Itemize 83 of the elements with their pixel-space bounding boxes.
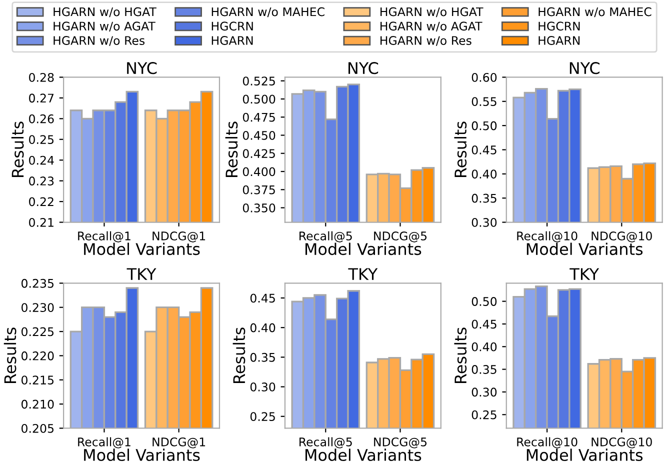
y-tick-label: 0.210 [22, 400, 54, 409]
chart-title: TKY [570, 268, 600, 280]
y-tick-label: 0.205 [22, 424, 54, 433]
y-tick-label: 0.23 [29, 176, 54, 186]
y-tick-label: 0.500 [242, 94, 276, 104]
legend-label: HGARN w/o MAHEC [212, 7, 324, 18]
y-tick-label: 0.375 [242, 185, 275, 194]
y-tick-label: 0.215 [22, 376, 54, 385]
x-axis-title: Model Variants [526, 242, 643, 256]
y-tick-label: 0.230 [22, 303, 54, 312]
x-tick-label: Recall@1 [78, 231, 130, 242]
y-tick-label: 0.30 [472, 218, 497, 227]
y-tick-label: 0.45 [250, 294, 275, 303]
y-tick-label: 0.350 [242, 203, 276, 212]
legend-label: HGARN [538, 36, 580, 45]
y-axis-title: Results [232, 328, 246, 383]
y-tick-label: 0.60 [472, 72, 497, 82]
y-tick-label: 0.26 [29, 114, 54, 124]
y-tick-label: 0.525 [242, 76, 275, 86]
y-axis-title: Results [4, 328, 16, 383]
x-axis-title: Model Variants [84, 448, 200, 462]
legend-label: HGARN w/o Res [54, 36, 145, 46]
x-axis-title: Model Variants [526, 448, 643, 462]
chart-title: NYC [570, 62, 600, 74]
y-tick-label: 0.30 [250, 382, 276, 392]
y-axis-title: Results [11, 122, 24, 178]
y-tick-label: 0.30 [472, 388, 497, 397]
y-tick-label: 0.235 [22, 278, 54, 288]
chart-title: NYC [127, 62, 157, 74]
y-axis-title: Results [454, 122, 467, 178]
y-tick-label: 0.35 [472, 194, 496, 203]
y-tick-label: 0.45 [472, 320, 496, 329]
y-tick-label: 0.425 [242, 149, 275, 158]
y-tick-label: 0.50 [472, 121, 497, 130]
y-axis-title: Results [225, 122, 238, 178]
y-tick-label: 0.400 [242, 167, 276, 176]
y-tick-label: 0.450 [242, 130, 276, 140]
x-tick-label: Recall@1 [78, 437, 130, 448]
y-tick-label: 0.25 [250, 412, 275, 422]
y-tick-label: 0.28 [29, 72, 54, 82]
x-axis-title: Model Variants [84, 242, 200, 256]
y-tick-label: 0.40 [472, 342, 497, 352]
legend-label: HGARN w/o Res [380, 36, 472, 46]
legend-label: HGARN [212, 36, 253, 45]
y-tick-label: 0.24 [29, 156, 54, 165]
x-tick-label: NDCG@5 [374, 232, 427, 242]
chart-title: TKY [126, 268, 156, 280]
x-tick-label: NDCG@10 [592, 437, 652, 448]
y-tick-label: 0.35 [472, 365, 496, 374]
y-tick-label: 0.50 [472, 297, 497, 306]
x-tick-label: Recall@5 [300, 231, 352, 242]
legend-label: HGARN w/o MAHEC [538, 7, 652, 18]
x-tick-label: NDCG@10 [592, 232, 652, 242]
legend-label: HGARN w/o HGAT [380, 7, 484, 18]
y-tick-label: 0.220 [22, 351, 54, 360]
y-tick-label: 0.25 [29, 135, 54, 144]
y-tick-label: 0.21 [29, 218, 54, 227]
chart-title: NYC [348, 62, 378, 74]
y-tick-label: 0.22 [29, 197, 54, 206]
y-tick-label: 0.225 [22, 327, 54, 336]
legend-label: HGARN w/o AGAT [54, 22, 156, 32]
legend-label: HGCRN [212, 22, 253, 31]
x-tick-label: Recall@10 [517, 231, 578, 242]
x-axis-title: Model Variants [305, 448, 422, 462]
y-tick-label: 0.55 [472, 97, 496, 106]
y-tick-label: 0.27 [29, 94, 54, 103]
y-tick-label: 0.40 [250, 323, 276, 332]
legend-label: HGCRN [538, 22, 580, 31]
chart-title: TKY [348, 268, 378, 280]
x-tick-label: NDCG@1 [152, 437, 206, 448]
legend-label: HGARN w/o HGAT [54, 7, 156, 18]
y-tick-label: 0.35 [250, 352, 275, 362]
y-axis-title: Results [454, 328, 467, 383]
x-tick-label: Recall@10 [517, 437, 578, 448]
legend-label: HGARN w/o AGAT [380, 22, 482, 32]
x-tick-label: NDCG@1 [152, 232, 206, 242]
y-tick-label: 0.25 [472, 410, 496, 420]
y-tick-label: 0.475 [242, 112, 275, 122]
y-tick-label: 0.45 [472, 145, 496, 154]
x-tick-label: NDCG@5 [374, 437, 427, 448]
x-tick-label: Recall@5 [300, 437, 352, 448]
x-axis-title: Model Variants [305, 242, 422, 256]
y-tick-label: 0.40 [472, 170, 497, 179]
